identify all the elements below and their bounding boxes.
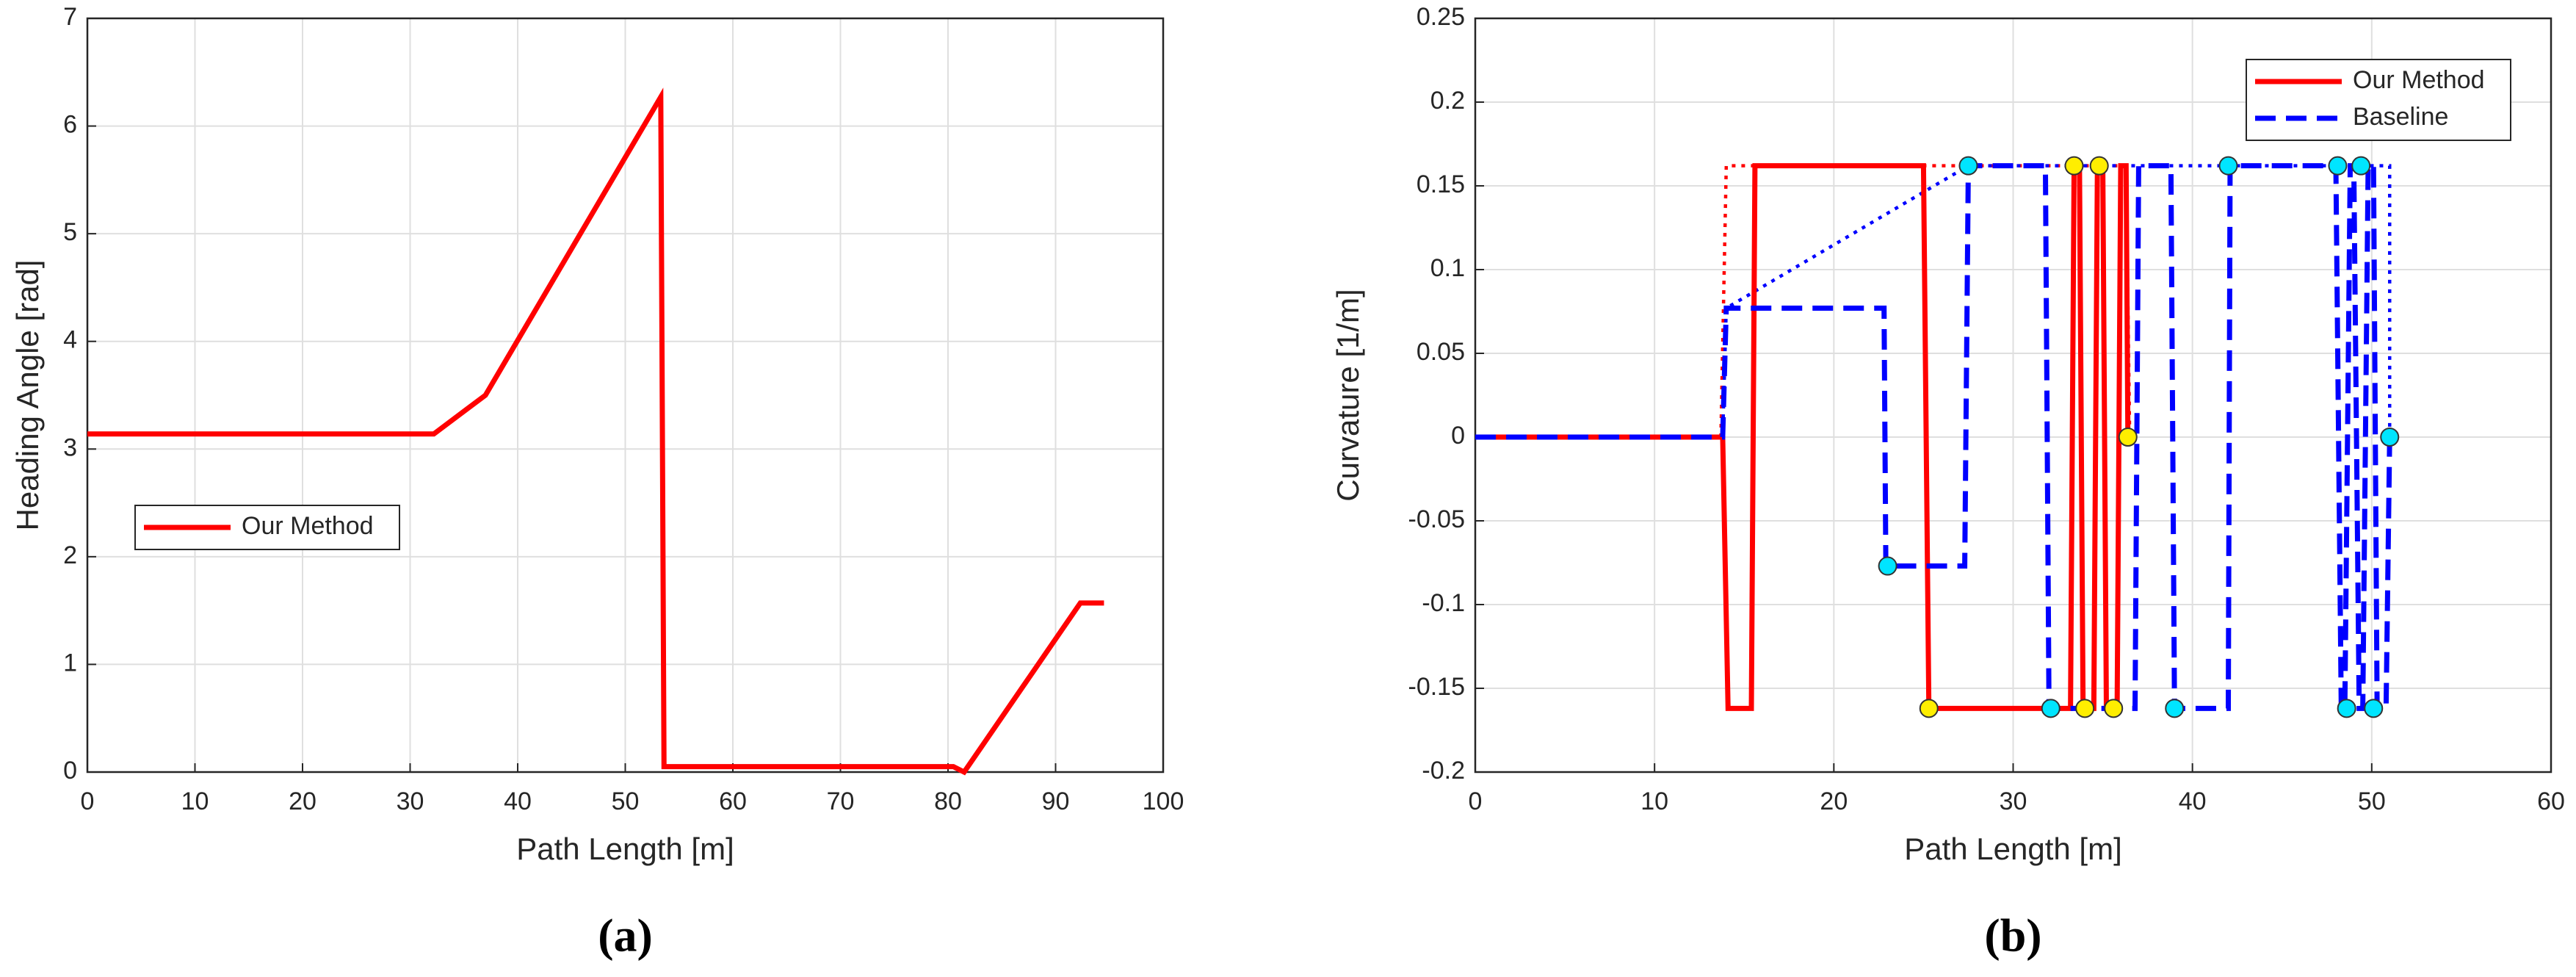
marker: [2041, 699, 2061, 718]
x-tick-label: 60: [719, 787, 747, 815]
x-tick-label: 0: [1469, 787, 1483, 815]
plot-frame: [86, 17, 1165, 774]
x-tick-label: 70: [827, 787, 855, 815]
x-tick-label: 40: [504, 787, 532, 815]
legend-label: Our Method: [2353, 66, 2485, 94]
caption: (b): [1984, 909, 2041, 962]
marker: [2364, 699, 2384, 718]
x-tick-label: 80: [934, 787, 962, 815]
marker: [2165, 699, 2185, 718]
x-tick-label: 50: [2358, 787, 2386, 815]
x-tick-label: 0: [81, 787, 95, 815]
legend-label: Baseline: [2353, 103, 2448, 131]
x-tick-label: 60: [2537, 787, 2565, 815]
y-tick-label: 0.05: [1417, 338, 1465, 366]
y-tick-label: 3: [63, 433, 77, 461]
marker: [1958, 156, 1978, 176]
x-tick-label: 50: [612, 787, 640, 815]
x-tick-label: 30: [2000, 787, 2027, 815]
y-axis-label: Curvature [1/m]: [1331, 289, 1365, 501]
y-tick-label: 4: [63, 326, 77, 354]
x-tick-label: 90: [1042, 787, 1070, 815]
y-tick-label: -0.05: [1408, 505, 1466, 533]
x-tick-label: 10: [181, 787, 209, 815]
x-tick-label: 10: [1640, 787, 1668, 815]
y-tick-label: -0.2: [1422, 757, 1465, 785]
legend-label: Our Method: [242, 512, 374, 540]
y-axis-label: Heading Angle [rad]: [10, 260, 45, 531]
y-tick-label: 2: [63, 541, 77, 569]
marker: [2337, 699, 2356, 718]
series-line: [87, 87, 1104, 776]
y-tick-label: 7: [63, 3, 77, 31]
y-tick-label: 0: [63, 757, 77, 785]
x-tick-label: 40: [2179, 787, 2207, 815]
series-line: [1719, 164, 2132, 438]
x-axis-label: Path Length [m]: [516, 832, 734, 866]
marker: [1878, 556, 1897, 576]
marker: [2089, 156, 2109, 176]
y-tick-label: 1: [63, 649, 77, 677]
marker: [2118, 428, 2138, 447]
y-tick-label: 0.1: [1430, 254, 1465, 282]
caption: (a): [598, 909, 653, 962]
y-tick-label: -0.15: [1408, 673, 1466, 701]
y-tick-label: 6: [63, 111, 77, 139]
series-line: [1721, 164, 2392, 438]
y-tick-label: 0.15: [1417, 170, 1465, 198]
x-tick-label: 30: [397, 787, 424, 815]
y-tick-label: 0.2: [1430, 87, 1465, 115]
marker: [1919, 699, 1939, 718]
y-tick-label: -0.1: [1422, 589, 1465, 617]
marker: [2218, 156, 2238, 176]
y-tick-label: 0: [1451, 422, 1465, 450]
marker: [2104, 699, 2124, 718]
marker: [2351, 156, 2371, 176]
x-tick-label: 20: [289, 787, 316, 815]
x-tick-label: 100: [1143, 787, 1184, 815]
series-line: [1475, 163, 2392, 711]
y-tick-label: 0.25: [1417, 3, 1465, 31]
y-tick-label: 5: [63, 218, 77, 246]
plot-frame: [1474, 17, 2553, 774]
marker: [2075, 699, 2095, 718]
x-tick-label: 20: [1820, 787, 1848, 815]
marker: [2380, 428, 2400, 447]
x-axis-label: Path Length [m]: [1904, 832, 2122, 866]
marker: [2064, 156, 2084, 176]
marker: [2328, 156, 2348, 176]
legend-box: [2246, 59, 2511, 141]
